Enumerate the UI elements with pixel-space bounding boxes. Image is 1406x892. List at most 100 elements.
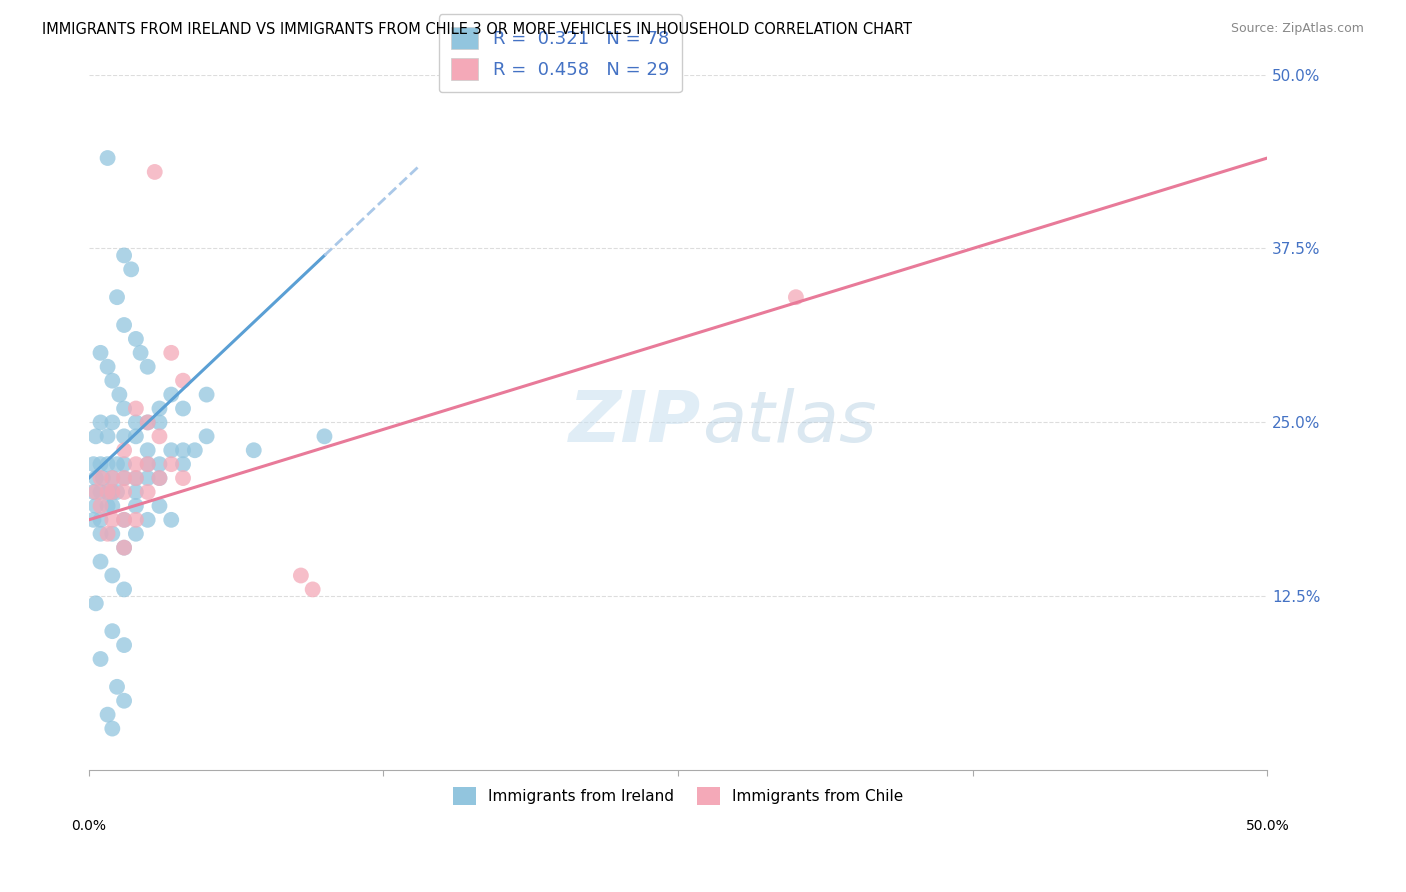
Point: [172, 374, 194, 388]
Point: [97, 359, 120, 374]
Point: [112, 429, 135, 443]
Point: [160, 387, 183, 401]
Point: [125, 499, 148, 513]
Point: [89, 416, 111, 430]
Point: [89, 555, 111, 569]
Point: [112, 582, 135, 597]
Point: [112, 694, 135, 708]
Text: 0.0%: 0.0%: [72, 819, 107, 833]
Point: [84, 499, 107, 513]
Point: [160, 443, 183, 458]
Point: [125, 429, 148, 443]
Point: [101, 624, 124, 639]
Point: [101, 471, 124, 485]
Point: [136, 443, 159, 458]
Point: [82, 457, 104, 471]
Point: [129, 346, 152, 360]
Point: [84, 429, 107, 443]
Point: [101, 513, 124, 527]
Point: [112, 471, 135, 485]
Point: [89, 346, 111, 360]
Point: [89, 513, 111, 527]
Point: [97, 707, 120, 722]
Point: [105, 290, 128, 304]
Point: [148, 429, 170, 443]
Point: [136, 513, 159, 527]
Text: ZIP: ZIP: [569, 388, 702, 457]
Point: [125, 457, 148, 471]
Point: [172, 443, 194, 458]
Text: IMMIGRANTS FROM IRELAND VS IMMIGRANTS FROM CHILE 3 OR MORE VEHICLES IN HOUSEHOLD: IMMIGRANTS FROM IRELAND VS IMMIGRANTS FR…: [42, 22, 912, 37]
Point: [84, 596, 107, 610]
Point: [101, 526, 124, 541]
Point: [148, 401, 170, 416]
Point: [301, 582, 323, 597]
Point: [112, 513, 135, 527]
Point: [101, 568, 124, 582]
Point: [125, 332, 148, 346]
Point: [148, 471, 170, 485]
Point: [84, 485, 107, 500]
Point: [184, 443, 207, 458]
Point: [136, 416, 159, 430]
Point: [89, 652, 111, 666]
Point: [172, 471, 194, 485]
Text: Source: ZipAtlas.com: Source: ZipAtlas.com: [1230, 22, 1364, 36]
Point: [160, 457, 183, 471]
Point: [112, 485, 135, 500]
Point: [105, 457, 128, 471]
Point: [136, 471, 159, 485]
Point: [101, 485, 124, 500]
Point: [112, 457, 135, 471]
Point: [89, 526, 111, 541]
Point: [89, 457, 111, 471]
Point: [97, 429, 120, 443]
Point: [172, 401, 194, 416]
Point: [89, 499, 111, 513]
Text: 50.0%: 50.0%: [1246, 819, 1289, 833]
Point: [125, 401, 148, 416]
Point: [120, 262, 142, 277]
Point: [136, 457, 159, 471]
Point: [101, 722, 124, 736]
Point: [112, 513, 135, 527]
Point: [160, 346, 183, 360]
Point: [105, 680, 128, 694]
Point: [101, 416, 124, 430]
Point: [136, 485, 159, 500]
Point: [97, 526, 120, 541]
Point: [136, 457, 159, 471]
Point: [112, 541, 135, 555]
Point: [101, 485, 124, 500]
Point: [195, 429, 218, 443]
Point: [112, 443, 135, 458]
Point: [314, 429, 336, 443]
Point: [97, 457, 120, 471]
Legend: Immigrants from Ireland, Immigrants from Chile: Immigrants from Ireland, Immigrants from…: [447, 780, 910, 812]
Point: [136, 416, 159, 430]
Point: [136, 359, 159, 374]
Point: [97, 151, 120, 165]
Point: [172, 457, 194, 471]
Point: [112, 401, 135, 416]
Point: [785, 290, 807, 304]
Point: [148, 416, 170, 430]
Point: [84, 471, 107, 485]
Point: [97, 485, 120, 500]
Point: [125, 526, 148, 541]
Point: [290, 568, 312, 582]
Point: [101, 374, 124, 388]
Point: [112, 318, 135, 332]
Point: [112, 638, 135, 652]
Point: [89, 471, 111, 485]
Point: [125, 471, 148, 485]
Point: [148, 471, 170, 485]
Point: [125, 513, 148, 527]
Point: [82, 485, 104, 500]
Point: [82, 513, 104, 527]
Point: [89, 485, 111, 500]
Point: [242, 443, 264, 458]
Point: [112, 248, 135, 262]
Point: [148, 457, 170, 471]
Point: [97, 499, 120, 513]
